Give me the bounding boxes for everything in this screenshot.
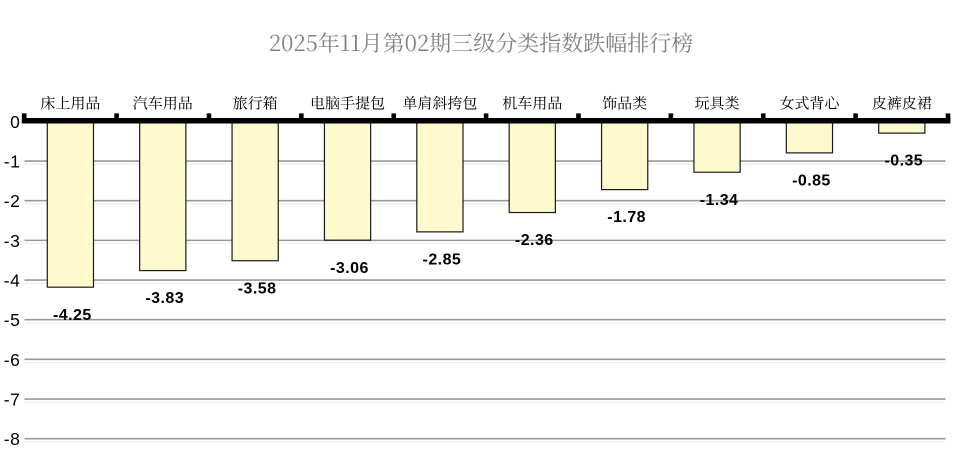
svg-text:-3.83: -3.83 [145, 290, 184, 307]
svg-text:-0.85: -0.85 [792, 172, 831, 189]
svg-text:-1: -1 [4, 151, 21, 171]
svg-text:-1.78: -1.78 [607, 209, 646, 226]
svg-text:-1.34: -1.34 [700, 192, 739, 209]
svg-text:-8: -8 [4, 429, 21, 449]
svg-text:-3.58: -3.58 [238, 280, 277, 297]
svg-text:-2: -2 [4, 191, 21, 211]
svg-text:-4: -4 [4, 270, 21, 290]
svg-text:-5: -5 [4, 310, 21, 330]
svg-text:-6: -6 [4, 350, 21, 370]
svg-text:-4.25: -4.25 [53, 307, 92, 324]
svg-text:0: 0 [10, 112, 20, 132]
svg-text:-0.35: -0.35 [884, 153, 923, 170]
svg-text:-2.85: -2.85 [423, 251, 462, 268]
svg-text:-3.06: -3.06 [330, 260, 369, 277]
svg-text:-3: -3 [4, 231, 21, 251]
svg-text:-7: -7 [4, 389, 21, 409]
svg-text:-2.36: -2.36 [515, 232, 554, 249]
